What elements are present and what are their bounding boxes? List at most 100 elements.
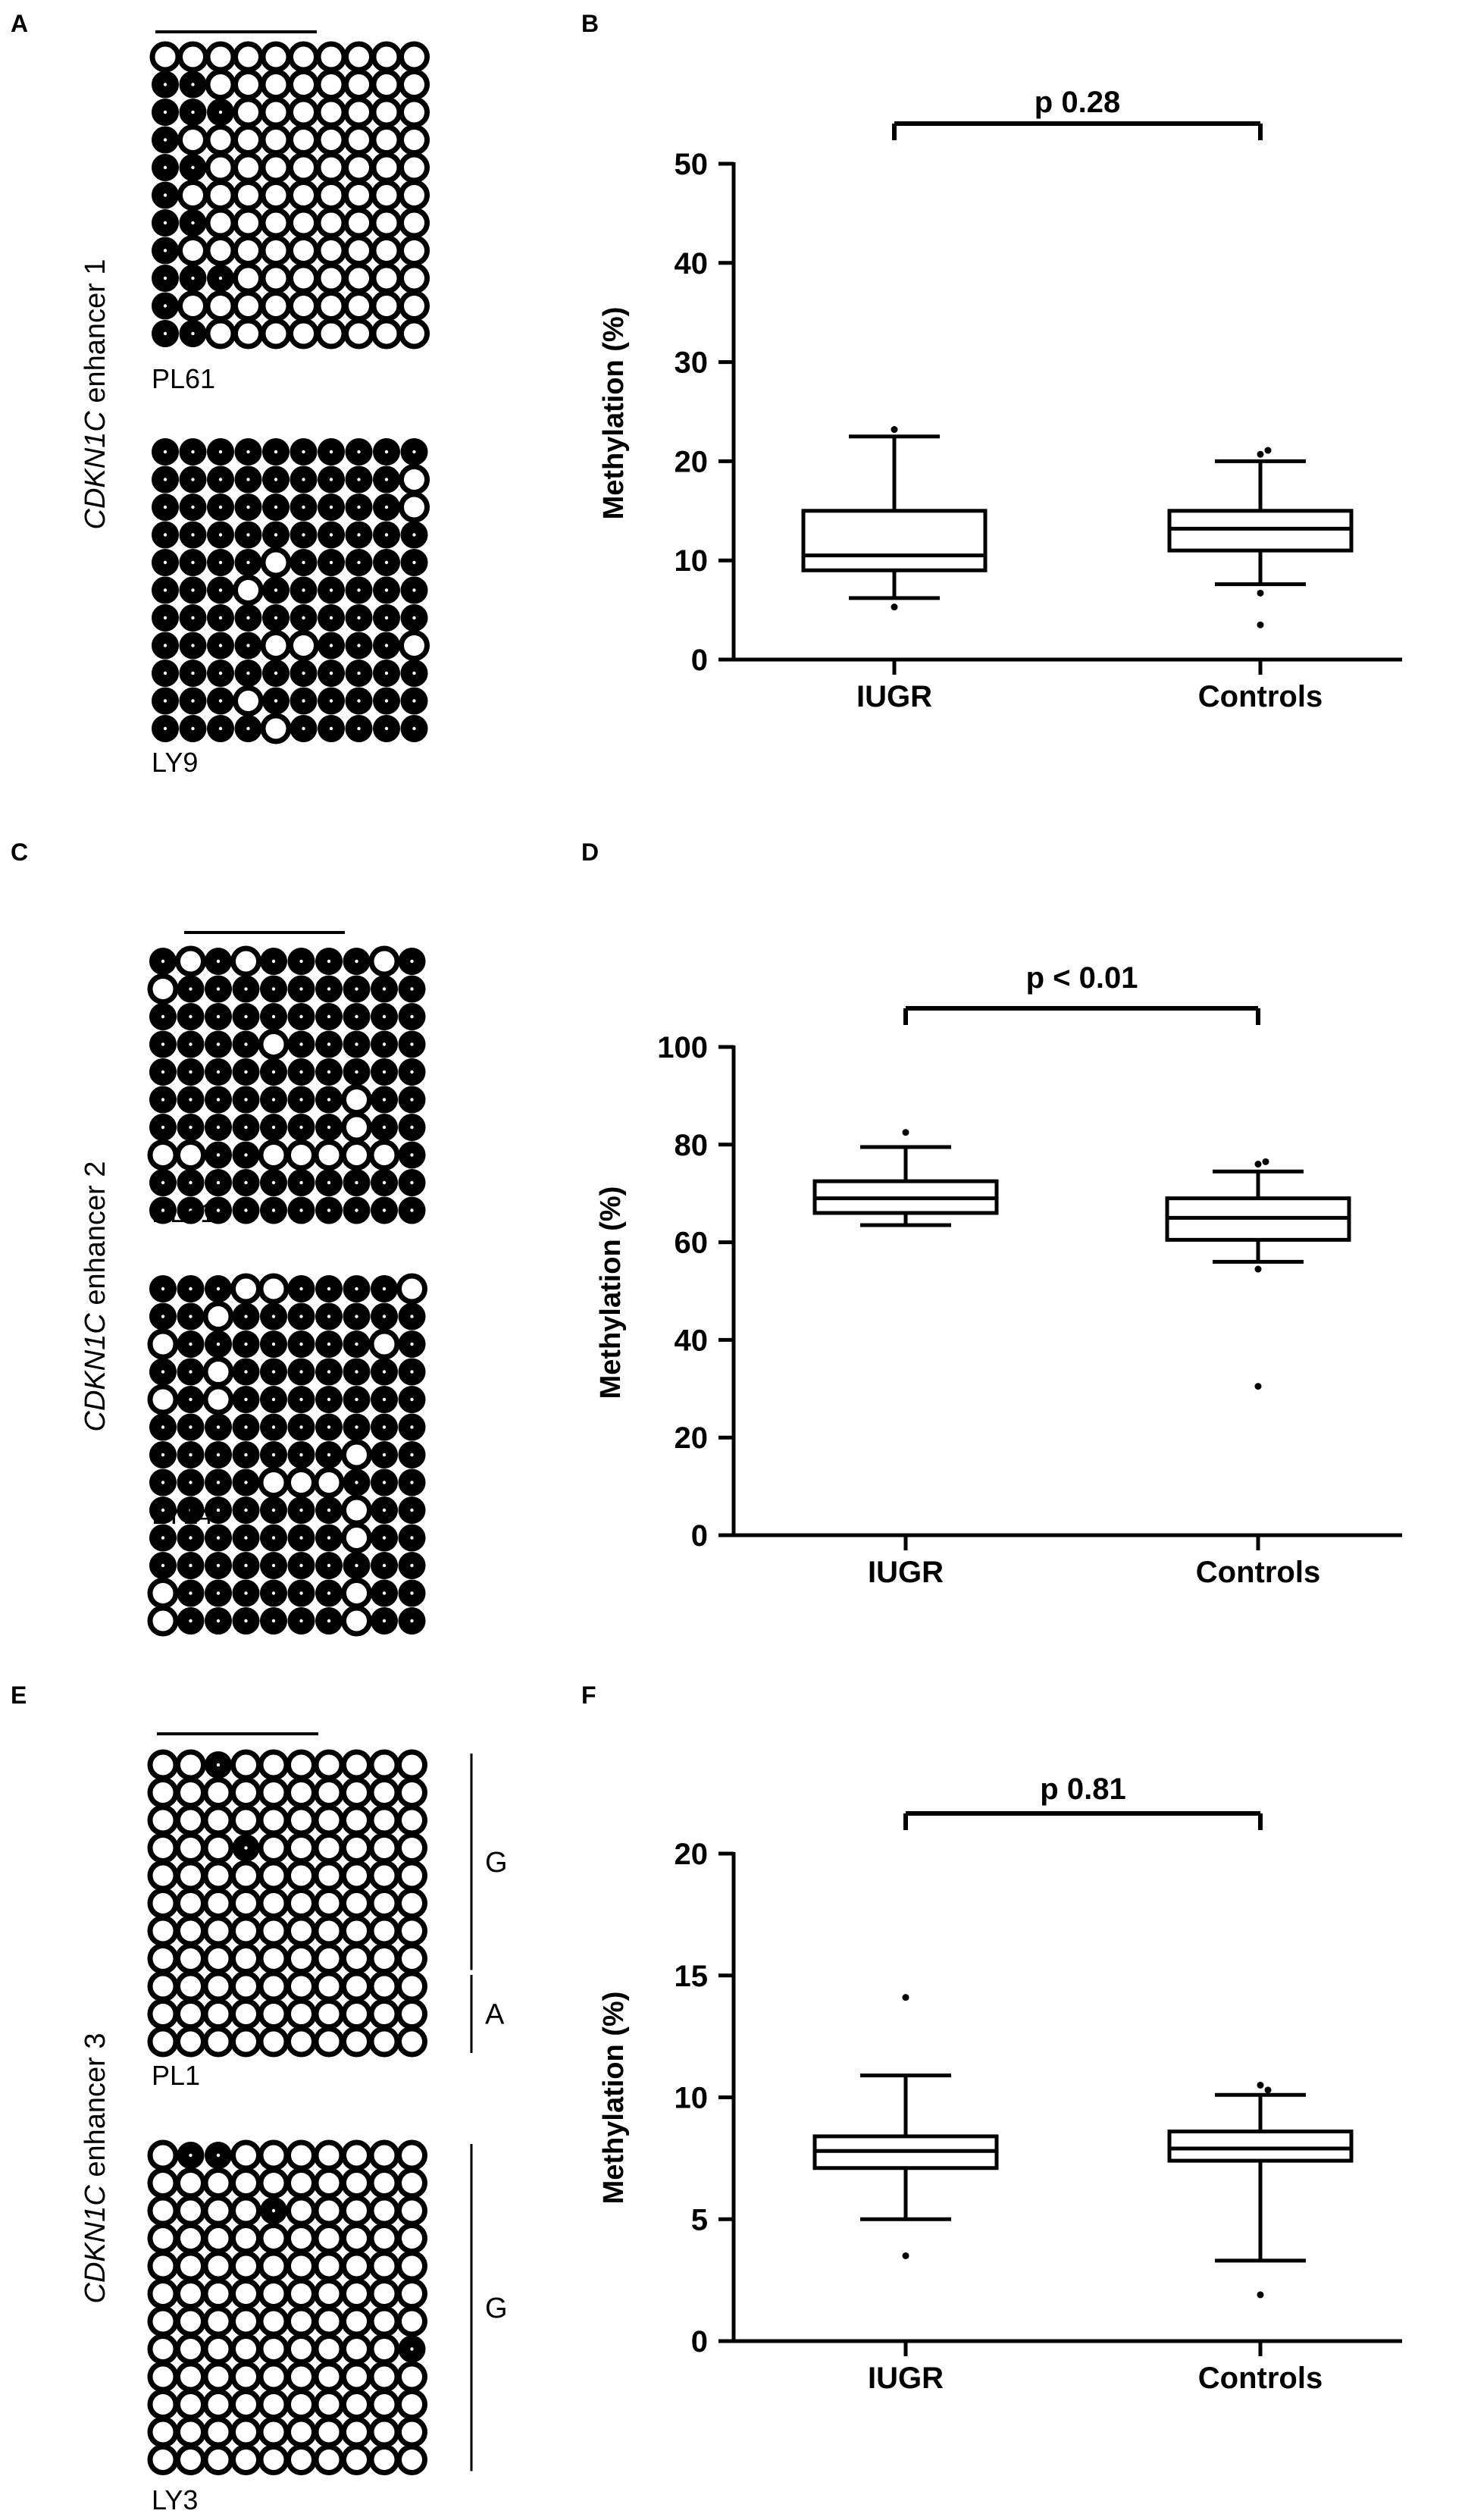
unmethylated-cpg (396, 2167, 427, 2199)
unmethylated-cpg (341, 1139, 372, 1171)
unmethylated-cpg (343, 235, 374, 266)
unmethylated-cpg (368, 1139, 400, 1171)
unmethylated-cpg (396, 2223, 427, 2254)
unmethylated-cpg (315, 96, 347, 128)
category-label: Controls (1198, 680, 1323, 713)
cpg-center-dot (274, 588, 278, 592)
cpg-center-dot (302, 616, 305, 620)
cpg-center-dot (384, 450, 389, 454)
cpg-center-dot (189, 1536, 193, 1540)
unmethylated-cpg (396, 2139, 427, 2171)
unmethylated-cpg (202, 2223, 234, 2254)
cpg-center-dot (274, 450, 278, 454)
cpg-center-dot (189, 1208, 193, 1212)
sample-label: LY9 (152, 747, 198, 778)
unmethylated-cpg (315, 69, 347, 100)
unmethylated-cpg (313, 1998, 345, 2029)
cpg-center-dot (218, 450, 223, 454)
unmethylated-cpg (396, 2444, 427, 2475)
cpg-center-dot (327, 1287, 331, 1291)
cpg-center-dot (244, 1846, 248, 1850)
unmethylated-cpg (396, 1273, 427, 1305)
cpg-center-dot (218, 110, 223, 114)
unmethylated-cpg (230, 1943, 261, 1974)
cpg-center-dot (357, 560, 361, 565)
unmethylated-cpg (260, 262, 292, 294)
unmethylated-cpg (258, 1777, 290, 1808)
cpg-center-dot (302, 533, 305, 537)
cpg-center-dot (191, 560, 195, 565)
methylation-block-a2: LY9 (152, 438, 430, 778)
category-label: IUGR (856, 680, 932, 713)
unmethylated-cpg (368, 1749, 400, 1781)
unmethylated-cpg (313, 1915, 345, 1947)
unmethylated-cpg (341, 2334, 372, 2365)
unmethylated-cpg (288, 262, 319, 294)
unmethylated-cpg (368, 2334, 400, 2365)
cpg-center-dot (329, 505, 333, 509)
cpg-center-dot (216, 1287, 221, 1291)
cpg-center-dot (161, 1070, 165, 1074)
cpg-center-dot (410, 1180, 414, 1185)
methylation-block-e1: PL1 G A (147, 1732, 508, 2091)
cpg-center-dot (299, 1315, 303, 1318)
unmethylated-cpg (147, 2444, 179, 2475)
cpg-center-dot (355, 1070, 358, 1074)
unmethylated-cpg (399, 69, 430, 100)
cpg-center-dot (163, 588, 167, 592)
unmethylated-cpg (313, 1467, 345, 1498)
cpg-center-dot (355, 1342, 358, 1346)
unmethylated-cpg (260, 152, 292, 183)
unmethylated-cpg (288, 41, 319, 73)
cpg-center-dot (246, 726, 250, 731)
cpg-center-dot (161, 1125, 165, 1130)
unmethylated-cpg (205, 290, 236, 321)
cpg-center-dot (382, 1098, 387, 1102)
cpg-center-dot (410, 1098, 414, 1102)
cpg-center-dot (163, 138, 167, 142)
unmethylated-cpg (233, 575, 264, 606)
cpg-center-dot (302, 478, 305, 481)
cpg-center-dot (163, 726, 167, 731)
cpg-center-dot (216, 1591, 221, 1595)
cpg-center-dot (191, 450, 195, 454)
cpg-center-dot (410, 1208, 414, 1212)
ylabel-gene: CDKN1C (80, 1313, 111, 1432)
cpg-center-dot (163, 560, 167, 565)
cpg-center-dot (161, 1315, 165, 1318)
cpg-center-dot (299, 1070, 303, 1074)
cpg-center-dot (216, 959, 221, 964)
unmethylated-cpg (230, 1970, 261, 2002)
unmethylated-cpg (343, 152, 374, 183)
cpg-center-dot (216, 1180, 221, 1185)
outlier-point (1257, 621, 1264, 628)
unmethylated-cpg (233, 685, 264, 716)
unmethylated-cpg (147, 973, 179, 1005)
unmethylated-cpg (286, 2195, 317, 2227)
unmethylated-cpg (286, 1832, 317, 1863)
cpg-center-dot (218, 699, 223, 703)
unmethylated-cpg (315, 180, 347, 211)
unmethylated-cpg (233, 207, 264, 239)
unmethylated-cpg (341, 1970, 372, 2002)
cpg-center-dot (274, 699, 278, 703)
unmethylated-cpg (288, 69, 319, 100)
unmethylated-cpg (313, 1139, 345, 1171)
cpg-center-dot (410, 1563, 414, 1568)
unmethylated-cpg (175, 2444, 206, 2475)
unmethylated-cpg (175, 2167, 206, 2199)
cpg-center-dot (329, 726, 333, 731)
cpg-center-dot (189, 1370, 193, 1374)
cpg-center-dot (327, 1453, 331, 1457)
unmethylated-cpg (175, 1860, 206, 1892)
cpg-center-dot (271, 1315, 276, 1318)
unmethylated-cpg (233, 290, 264, 321)
cpg-center-dot (191, 505, 195, 509)
unmethylated-cpg (399, 96, 430, 128)
cpg-center-dot (271, 1536, 276, 1540)
cpg-center-dot (161, 1370, 165, 1374)
cpg-center-dot (412, 533, 416, 537)
methylation-block-c2: LY14 (147, 1273, 427, 1637)
cpg-center-dot (163, 249, 167, 252)
cpg-center-dot (382, 1180, 387, 1185)
